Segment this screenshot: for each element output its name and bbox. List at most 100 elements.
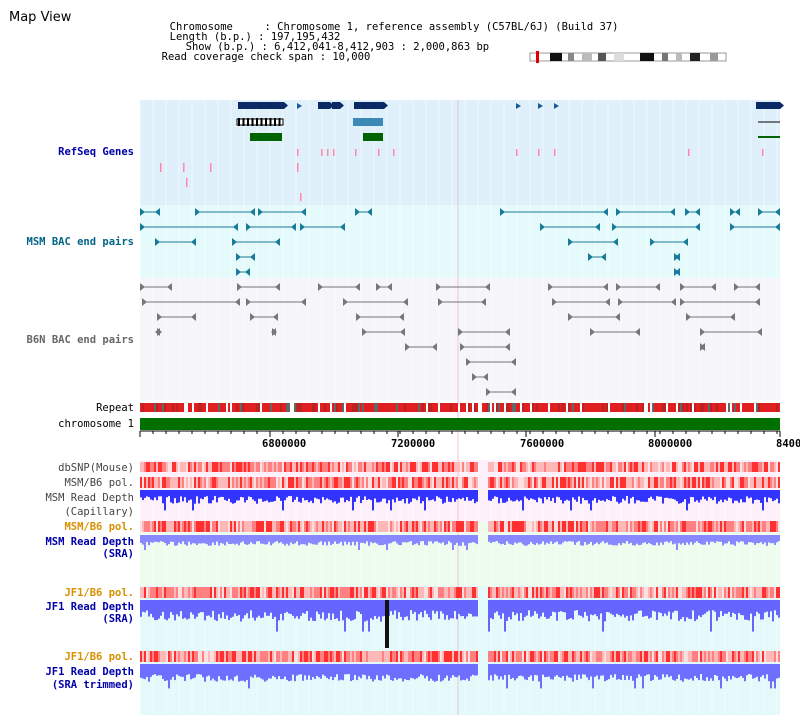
- snp-cell: [640, 521, 642, 532]
- repeat-segment: [244, 403, 246, 412]
- depth-bar: [498, 664, 500, 680]
- depth-bar: [262, 535, 264, 544]
- depth-bar: [644, 664, 646, 677]
- snp-cell: [408, 521, 410, 532]
- depth-bar: [158, 490, 160, 497]
- depth-bar: [190, 600, 192, 613]
- snp-cell: [644, 651, 646, 662]
- depth-bar: [254, 490, 256, 502]
- repeat-segment: [410, 403, 412, 412]
- snp-cell: [292, 587, 294, 598]
- repeat-segment: [744, 403, 746, 412]
- repeat-segment: [752, 403, 754, 412]
- depth-bar: [166, 664, 168, 681]
- snp-cell: [334, 462, 336, 472]
- repeat-segment: [534, 403, 536, 412]
- snp-cell: [190, 587, 192, 598]
- snp-cell: [462, 521, 464, 532]
- snp-cell: [754, 462, 756, 472]
- repeat-segment: [644, 403, 646, 412]
- repeat-segment: [466, 403, 468, 412]
- msm-b6-pol-label-2[interactable]: MSM/B6 pol.: [64, 521, 134, 533]
- snp-cell: [606, 651, 608, 662]
- snp-cell: [204, 587, 206, 598]
- depth-bar: [142, 490, 144, 501]
- jf1-trim-label-1[interactable]: JF1 Read Depth: [45, 666, 134, 678]
- depth-bar: [314, 490, 316, 498]
- msm-bac-track-label[interactable]: MSM BAC end pairs: [26, 236, 134, 248]
- snp-cell: [738, 651, 740, 662]
- b6n-bac-track-label[interactable]: B6N BAC end pairs: [26, 334, 134, 346]
- depth-bar: [610, 535, 612, 545]
- bac-end-left: [686, 313, 691, 321]
- snp-cell: [510, 651, 512, 662]
- depth-bar: [506, 664, 508, 689]
- msm-sra-label-1[interactable]: MSM Read Depth: [45, 536, 134, 548]
- depth-bar: [440, 600, 442, 612]
- repeat-segment: [528, 403, 530, 412]
- snp-cell: [590, 462, 592, 472]
- snp-cell: [408, 462, 410, 472]
- depth-bar: [402, 600, 404, 621]
- snp-cell: [252, 462, 254, 472]
- depth-bar: [278, 664, 280, 677]
- snp-cell: [570, 477, 572, 488]
- jf1-b6-pol-label-2[interactable]: JF1/B6 pol.: [64, 651, 134, 663]
- depth-bar: [732, 490, 734, 504]
- depth-bar: [286, 664, 288, 680]
- depth-bar: [572, 664, 574, 682]
- depth-bar: [240, 664, 242, 681]
- snp-cell: [678, 587, 680, 598]
- depth-bar: [512, 664, 514, 678]
- msm-b6-pol-label-1[interactable]: MSM/B6 pol.: [64, 477, 134, 489]
- depth-bar: [146, 664, 148, 677]
- depth-bar: [320, 535, 322, 542]
- depth-bar: [434, 600, 436, 614]
- depth-bar: [324, 664, 326, 677]
- depth-bar: [314, 664, 316, 679]
- jf1-sra-label-1[interactable]: JF1 Read Depth: [45, 601, 134, 613]
- depth-bar: [470, 535, 472, 543]
- dbsnp-track-label[interactable]: dbSNP(Mouse): [58, 462, 134, 474]
- depth-bar: [528, 664, 530, 677]
- depth-bar: [740, 664, 742, 677]
- depth-bar: [266, 490, 268, 501]
- depth-bar: [724, 535, 726, 544]
- msm-capillary-label-2: (Capillary): [64, 506, 134, 518]
- snp-cell: [466, 587, 468, 598]
- bac-end-right: [275, 283, 280, 291]
- depth-bar: [538, 600, 540, 619]
- depth-bar: [216, 664, 218, 682]
- snp-cell: [272, 521, 274, 532]
- depth-bar: [602, 600, 604, 632]
- depth-bar: [302, 535, 304, 545]
- msm-capillary-label-1[interactable]: MSM Read Depth: [45, 492, 134, 504]
- snp-cell: [182, 651, 184, 662]
- depth-bar: [618, 664, 620, 680]
- repeat-segment: [494, 403, 496, 412]
- snp-cell: [640, 587, 642, 598]
- repeat-segment: [678, 403, 680, 412]
- snp-cell: [422, 587, 424, 598]
- jf1-b6-pol-label-1[interactable]: JF1/B6 pol.: [64, 587, 134, 599]
- depth-bar: [298, 535, 300, 546]
- refseq-tick: [688, 149, 690, 156]
- refseq-tick: [321, 149, 323, 156]
- snp-cell: [214, 521, 216, 532]
- snp-cell: [580, 462, 582, 472]
- snp-cell: [568, 521, 570, 532]
- bac-end-left: [157, 313, 162, 321]
- bac-end-left: [590, 328, 595, 336]
- bac-end-left: [232, 238, 237, 246]
- refseq-track-label[interactable]: RefSeq Genes: [58, 146, 134, 158]
- depth-bar: [180, 490, 182, 497]
- snp-cell: [276, 521, 278, 532]
- snp-cell: [200, 587, 202, 598]
- depth-bar: [220, 664, 222, 680]
- gene-bar: [318, 102, 330, 109]
- snp-cell: [518, 587, 520, 598]
- bac-end-left: [246, 223, 251, 231]
- snp-cell: [756, 651, 758, 662]
- snp-cell: [416, 521, 418, 532]
